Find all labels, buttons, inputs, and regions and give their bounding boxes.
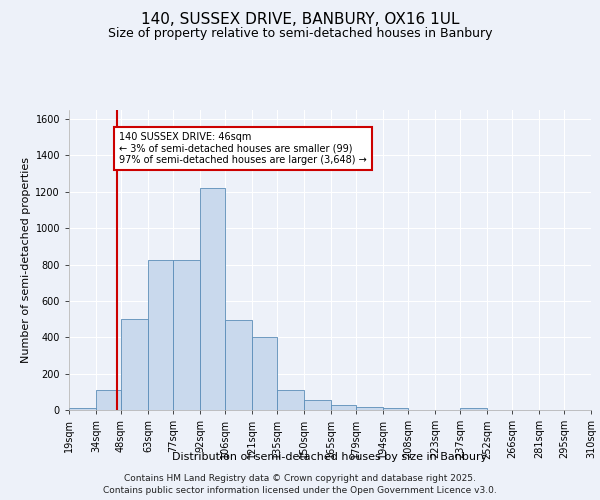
Bar: [277, 390, 304, 410]
Bar: [356, 406, 383, 410]
Text: Distribution of semi-detached houses by size in Banbury: Distribution of semi-detached houses by …: [172, 452, 488, 462]
Bar: [69, 408, 96, 410]
Bar: [200, 188, 225, 410]
Bar: [96, 390, 121, 410]
Bar: [304, 400, 331, 410]
Bar: [460, 408, 487, 410]
Bar: [331, 406, 356, 410]
Text: Size of property relative to semi-detached houses in Banbury: Size of property relative to semi-detach…: [108, 28, 492, 40]
Text: Contains HM Land Registry data © Crown copyright and database right 2025.
Contai: Contains HM Land Registry data © Crown c…: [103, 474, 497, 495]
Bar: [121, 319, 148, 410]
Text: 140 SUSSEX DRIVE: 46sqm
← 3% of semi-detached houses are smaller (99)
97% of sem: 140 SUSSEX DRIVE: 46sqm ← 3% of semi-det…: [119, 132, 367, 165]
Text: 140, SUSSEX DRIVE, BANBURY, OX16 1UL: 140, SUSSEX DRIVE, BANBURY, OX16 1UL: [141, 12, 459, 28]
Y-axis label: Number of semi-detached properties: Number of semi-detached properties: [21, 157, 31, 363]
Bar: [225, 320, 252, 410]
Bar: [252, 338, 277, 410]
Bar: [383, 408, 408, 410]
Bar: [173, 260, 200, 410]
Bar: [148, 260, 173, 410]
